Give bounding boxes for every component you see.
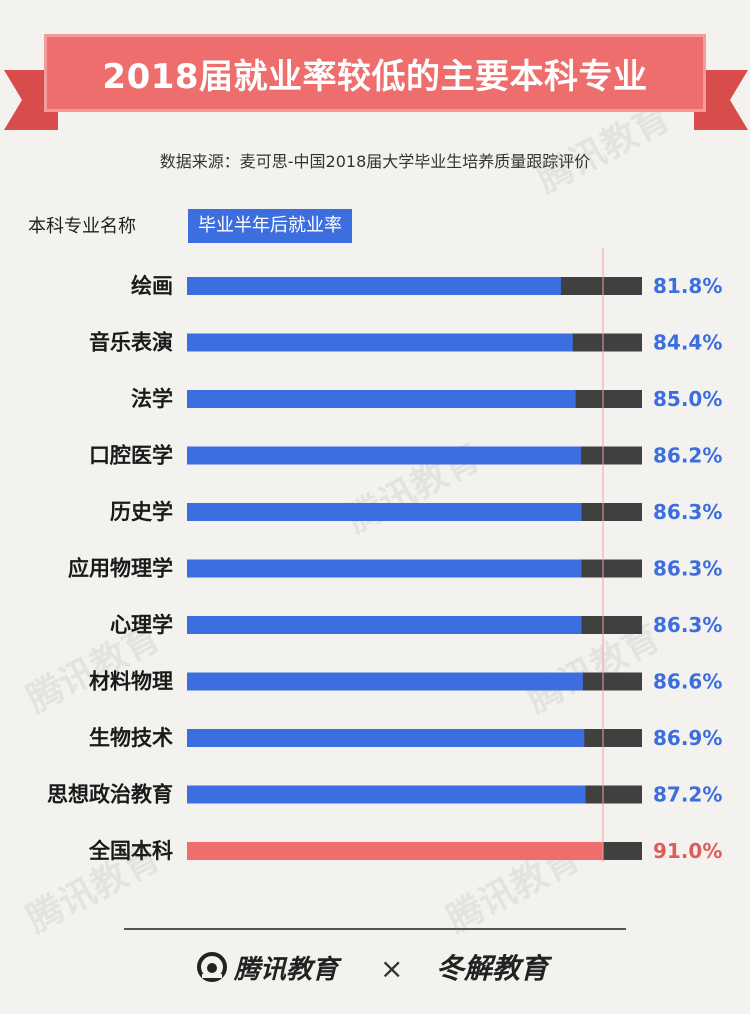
footer-divider — [124, 928, 626, 930]
bar — [187, 333, 573, 352]
tencent-logo-icon — [197, 952, 227, 982]
value-label: 87.2% — [653, 783, 722, 807]
category-label: 生物技术 — [89, 726, 173, 750]
value-label: 86.6% — [653, 670, 722, 694]
value-label: 86.3% — [653, 557, 722, 581]
tencent-education-logo: 腾讯教育 — [196, 949, 338, 985]
ribbon-right-tail — [694, 70, 748, 130]
bar — [187, 842, 603, 860]
column-header-rate: 毕业半年后就业率 — [188, 209, 352, 243]
value-label: 85.0% — [653, 387, 722, 411]
value-label: 86.9% — [653, 726, 722, 750]
category-label: 音乐表演 — [89, 331, 173, 355]
category-label: 绘画 — [131, 274, 173, 298]
bar — [187, 616, 582, 634]
bar — [187, 559, 582, 578]
category-label: 心理学 — [110, 613, 173, 637]
dongjie-education-logo: 冬解教育 — [436, 949, 548, 985]
bar — [187, 672, 583, 691]
category-label: 思想政治教育 — [47, 783, 173, 807]
category-label: 应用物理学 — [68, 557, 173, 581]
value-label: 86.3% — [653, 613, 722, 637]
bar — [187, 277, 561, 295]
category-label: 材料物理 — [89, 670, 173, 694]
value-label: 81.8% — [653, 274, 722, 298]
category-label: 历史学 — [110, 500, 173, 524]
bar — [187, 785, 586, 804]
category-label: 法学 — [131, 387, 173, 411]
bar — [187, 390, 576, 408]
column-header-name: 本科专业名称 — [28, 216, 136, 237]
bar — [187, 446, 582, 465]
chart-title: 2018届就业率较低的主要本科专业 — [102, 56, 648, 97]
banner-box: 2018届就业率较低的主要本科专业 — [44, 34, 706, 112]
category-label: 口腔医学 — [89, 444, 173, 468]
data-source: 数据来源：麦可思-中国2018届大学毕业生培养质量跟踪评价 — [159, 152, 591, 171]
category-label: 全国本科 — [88, 839, 173, 863]
value-label: 91.0% — [653, 839, 722, 863]
brand-left: 腾讯教育 — [234, 954, 339, 985]
bar — [187, 503, 582, 521]
brand-right: 冬解教育 — [436, 952, 549, 985]
value-label: 86.3% — [653, 500, 722, 524]
bar-chart: 绘画 81.8% 音乐表演 84.4% 法学 85.0% 口腔医学 86.2% 历史学 86.3%… — [47, 248, 722, 863]
separator-icon: × — [380, 952, 404, 985]
title-banner: 2018届就业率较低的主要本科专业 — [0, 34, 750, 130]
value-label: 86.2% — [653, 444, 722, 468]
value-label: 84.4% — [653, 331, 722, 355]
bar — [187, 729, 585, 747]
